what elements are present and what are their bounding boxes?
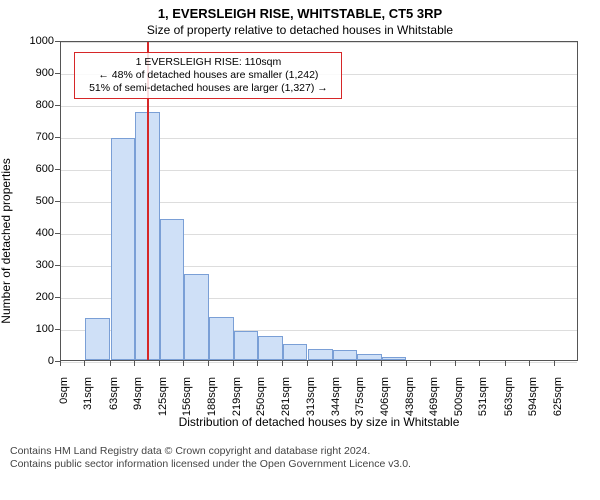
y-tick-label: 1000 <box>26 35 54 47</box>
y-axis-label: Number of detached properties <box>0 158 13 323</box>
x-tick-mark <box>60 361 61 366</box>
x-tick-mark <box>406 361 407 366</box>
x-tick-mark <box>233 361 234 366</box>
x-tick-label: 0sqm <box>58 377 70 421</box>
y-tick-mark <box>55 233 60 234</box>
x-tick-label: 125sqm <box>157 377 169 421</box>
histogram-bar <box>209 317 233 360</box>
x-tick-label: 156sqm <box>181 377 193 421</box>
histogram-bar <box>258 336 282 360</box>
x-tick-mark <box>257 361 258 366</box>
x-tick-label: 406sqm <box>379 377 391 421</box>
callout-line: ← 48% of detached houses are smaller (1,… <box>81 69 335 82</box>
x-tick-label: 375sqm <box>354 377 366 421</box>
x-tick-mark <box>356 361 357 366</box>
callout-line: 51% of semi-detached houses are larger (… <box>81 82 335 95</box>
y-tick-label: 800 <box>26 99 54 111</box>
y-tick-mark <box>55 169 60 170</box>
x-tick-label: 31sqm <box>82 377 94 421</box>
y-tick-label: 500 <box>26 195 54 207</box>
y-tick-mark <box>55 73 60 74</box>
x-tick-label: 531sqm <box>477 377 489 421</box>
y-tick-label: 100 <box>26 323 54 335</box>
x-tick-mark <box>208 361 209 366</box>
x-tick-mark <box>332 361 333 366</box>
callout-line: 1 EVERSLEIGH RISE: 110sqm <box>81 56 335 69</box>
histogram-bar <box>357 354 381 360</box>
y-tick-label: 700 <box>26 131 54 143</box>
x-tick-label: 438sqm <box>404 377 416 421</box>
y-tick-mark <box>55 41 60 42</box>
x-tick-label: 313sqm <box>305 377 317 421</box>
x-tick-label: 625sqm <box>552 377 564 421</box>
histogram-bar <box>382 357 406 360</box>
histogram-bar <box>111 138 135 360</box>
footnote-line-1: Contains HM Land Registry data © Crown c… <box>10 445 590 458</box>
x-tick-mark <box>430 361 431 366</box>
histogram-bar <box>308 349 332 360</box>
plot-region: 1 EVERSLEIGH RISE: 110sqm← 48% of detach… <box>60 41 578 361</box>
x-tick-mark <box>529 361 530 366</box>
y-tick-mark <box>55 201 60 202</box>
x-tick-label: 281sqm <box>280 377 292 421</box>
x-tick-label: 500sqm <box>453 377 465 421</box>
gridline <box>61 106 577 107</box>
title-sub: Size of property relative to detached ho… <box>0 23 600 37</box>
x-tick-mark <box>307 361 308 366</box>
histogram-bar <box>85 318 109 360</box>
x-tick-label: 250sqm <box>255 377 267 421</box>
x-tick-mark <box>455 361 456 366</box>
footnote: Contains HM Land Registry data © Crown c… <box>10 445 590 471</box>
x-tick-label: 219sqm <box>231 377 243 421</box>
gridline <box>61 42 577 43</box>
y-tick-mark <box>55 137 60 138</box>
x-tick-mark <box>554 361 555 366</box>
y-tick-label: 400 <box>26 227 54 239</box>
y-tick-label: 300 <box>26 259 54 271</box>
histogram-bar <box>234 331 258 360</box>
x-tick-mark <box>134 361 135 366</box>
y-tick-label: 600 <box>26 163 54 175</box>
x-tick-label: 94sqm <box>132 377 144 421</box>
x-tick-label: 469sqm <box>428 377 440 421</box>
footnote-line-2: Contains public sector information licen… <box>10 458 590 471</box>
histogram-bar <box>333 350 357 360</box>
y-tick-label: 0 <box>26 355 54 367</box>
gridline <box>61 362 577 363</box>
y-tick-mark <box>55 265 60 266</box>
x-tick-mark <box>505 361 506 366</box>
x-tick-label: 188sqm <box>206 377 218 421</box>
x-tick-mark <box>183 361 184 366</box>
histogram-bar <box>283 344 307 360</box>
x-tick-mark <box>159 361 160 366</box>
callout-box: 1 EVERSLEIGH RISE: 110sqm← 48% of detach… <box>74 52 342 99</box>
x-tick-mark <box>381 361 382 366</box>
histogram-bar <box>184 274 208 360</box>
y-tick-mark <box>55 105 60 106</box>
y-tick-label: 900 <box>26 67 54 79</box>
x-tick-label: 344sqm <box>330 377 342 421</box>
x-tick-label: 63sqm <box>108 377 120 421</box>
histogram-bar <box>160 219 184 360</box>
y-tick-mark <box>55 297 60 298</box>
y-tick-mark <box>55 329 60 330</box>
x-tick-label: 563sqm <box>503 377 515 421</box>
title-main: 1, EVERSLEIGH RISE, WHITSTABLE, CT5 3RP <box>0 6 600 21</box>
x-tick-mark <box>479 361 480 366</box>
x-tick-mark <box>84 361 85 366</box>
x-tick-mark <box>282 361 283 366</box>
x-tick-label: 594sqm <box>527 377 539 421</box>
y-tick-label: 200 <box>26 291 54 303</box>
x-tick-mark <box>110 361 111 366</box>
chart-area: Number of detached properties 1 EVERSLEI… <box>24 41 584 441</box>
